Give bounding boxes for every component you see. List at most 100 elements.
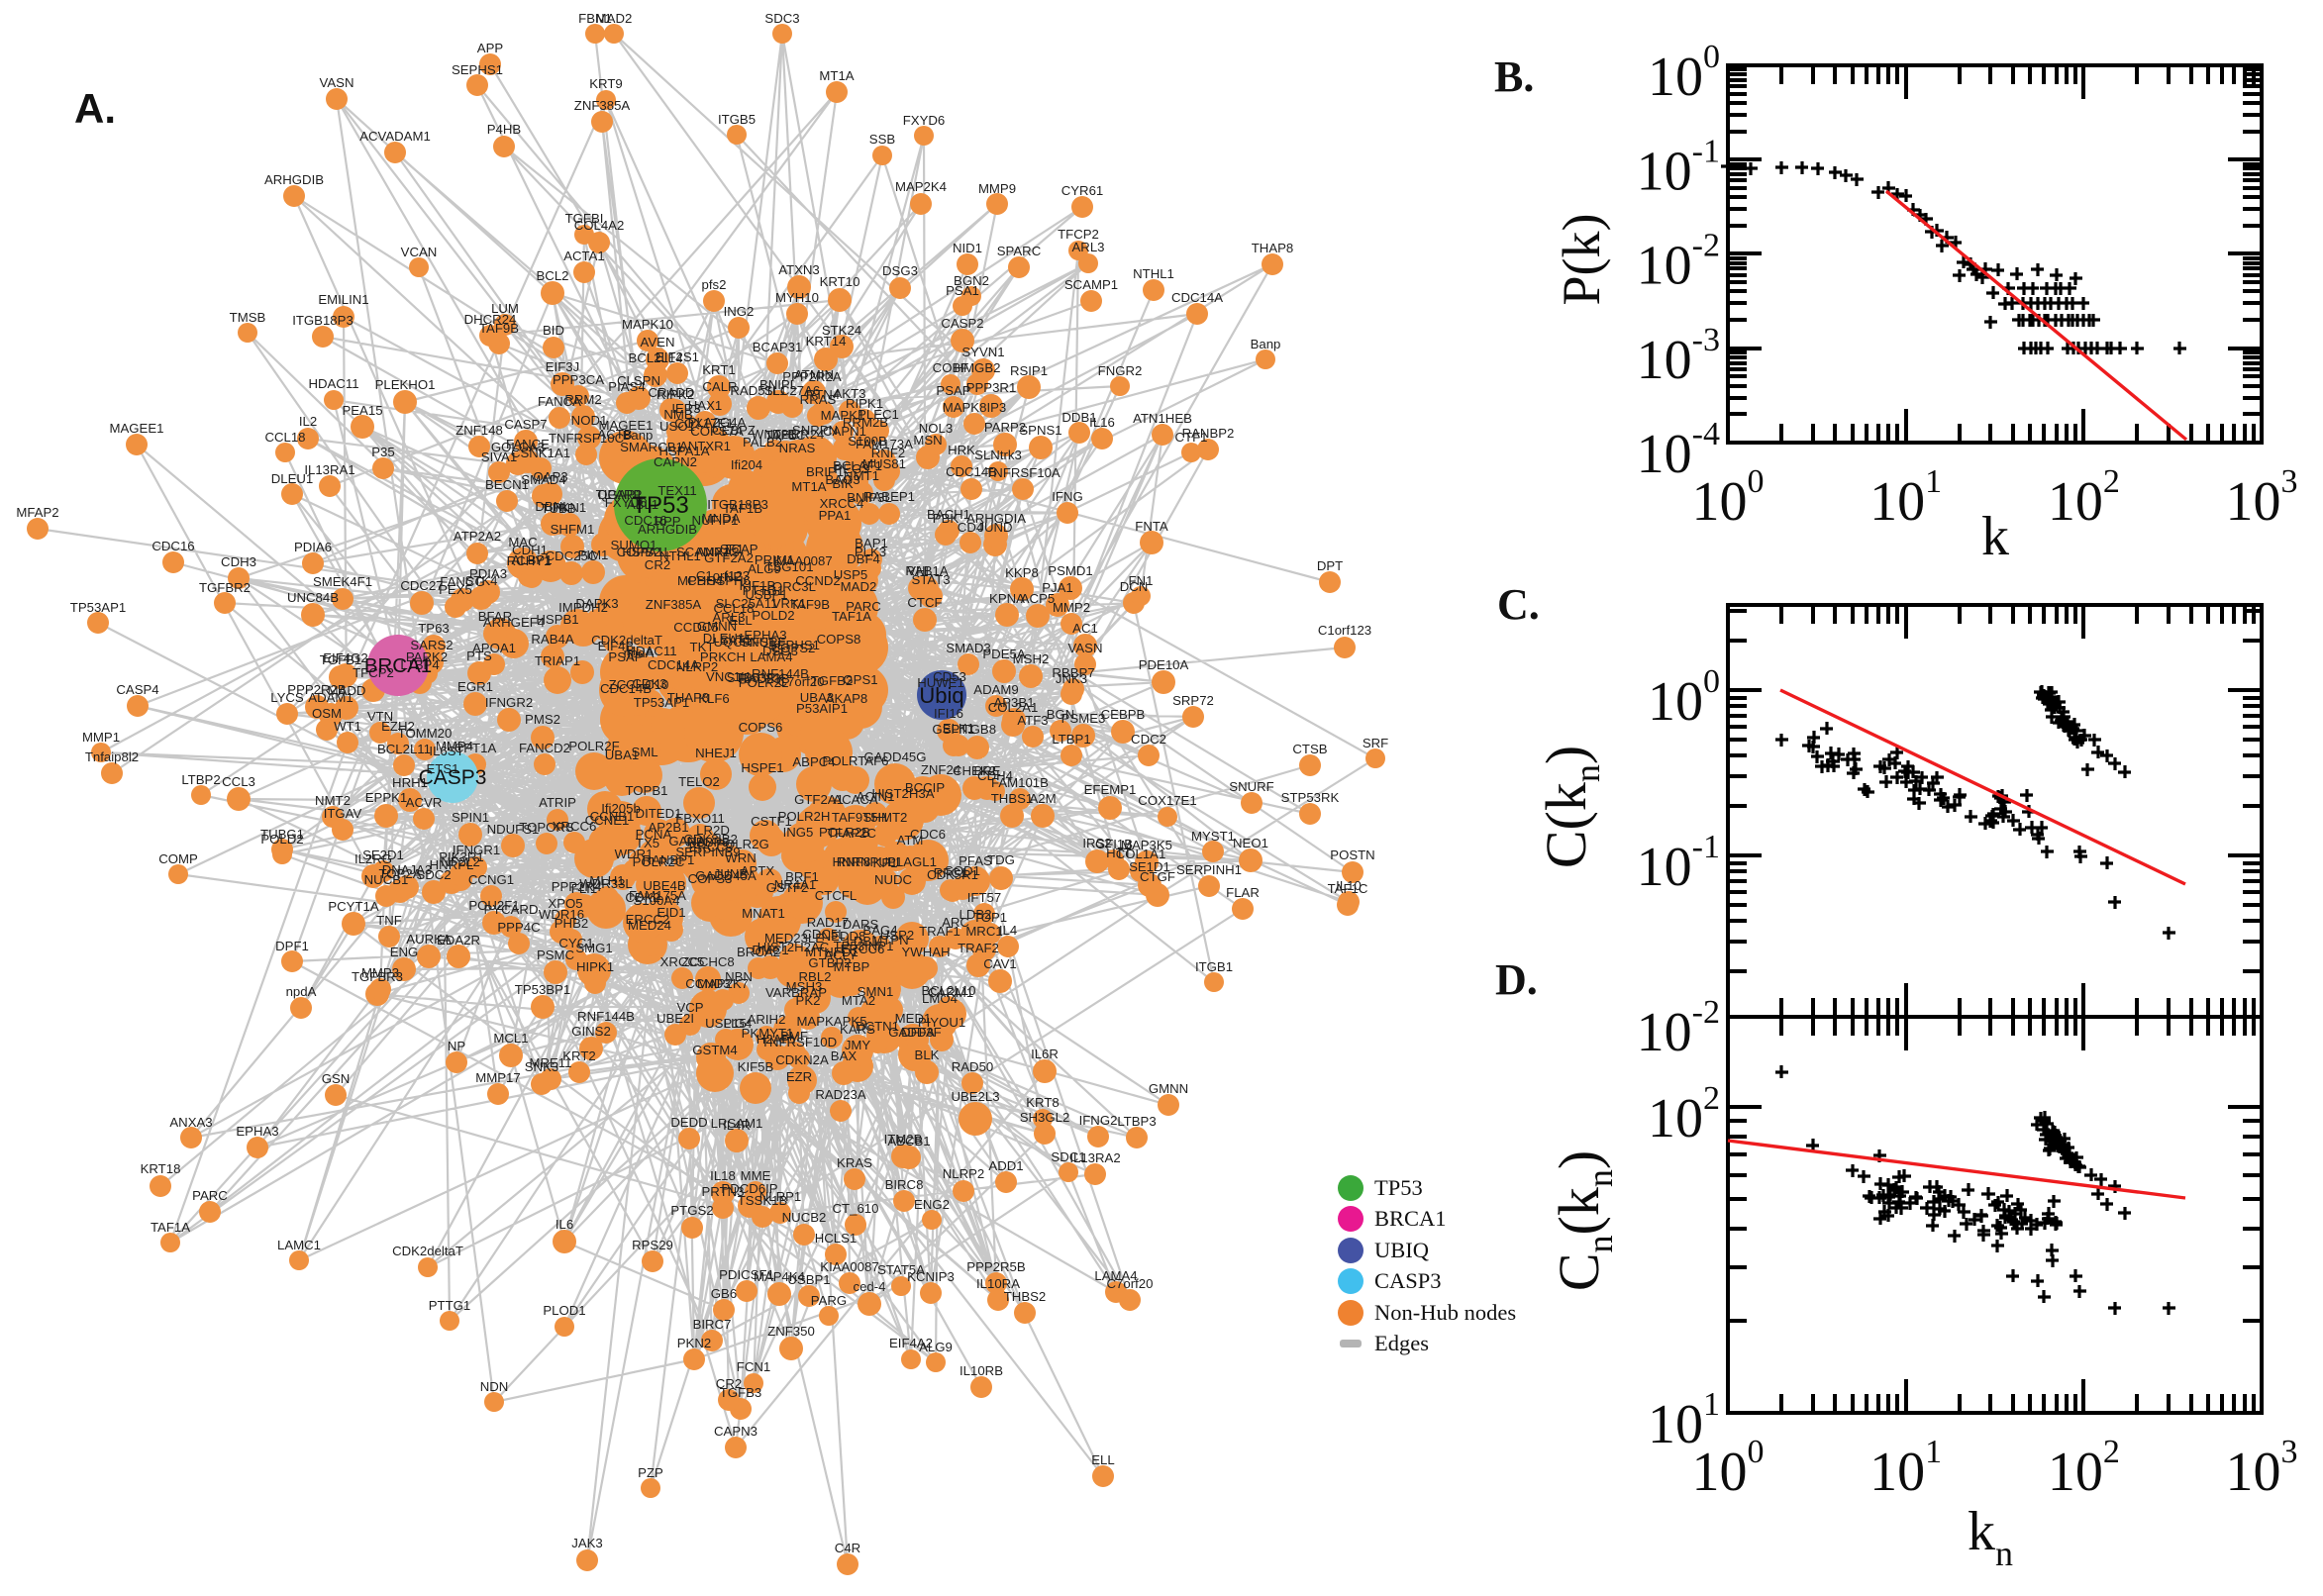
svg-text:PDCD6IP: PDCD6IP — [721, 1181, 777, 1196]
svg-text:SSB: SSB — [869, 132, 896, 147]
svg-text:NMT2: NMT2 — [315, 793, 351, 808]
svg-text:PTS: PTS — [466, 648, 492, 663]
svg-text:KKP8: KKP8 — [1005, 565, 1039, 580]
svg-text:UNC84B: UNC84B — [287, 590, 339, 605]
svg-text:TAF1C: TAF1C — [1328, 881, 1368, 896]
svg-text:PCNA: PCNA — [636, 827, 672, 842]
svg-text:UBA3: UBA3 — [800, 690, 834, 705]
svg-text:SMG1: SMG1 — [575, 941, 612, 955]
svg-text:ACVR: ACVR — [406, 795, 443, 810]
svg-text:RIPK2: RIPK2 — [656, 387, 694, 402]
svg-text:DPT: DPT — [1317, 558, 1343, 573]
svg-text:MNDA: MNDA — [702, 511, 741, 526]
svg-text:JAK3: JAK3 — [571, 1536, 603, 1550]
svg-text:FAM101B: FAM101B — [991, 775, 1049, 790]
svg-text:RIPK1: RIPK1 — [846, 396, 883, 411]
svg-text:EZR: EZR — [786, 1069, 812, 1084]
svg-text:ACLY: ACLY — [824, 948, 858, 962]
svg-text:COPS7A: COPS7A — [690, 424, 744, 439]
svg-text:LIG4: LIG4 — [724, 1016, 753, 1031]
svg-text:TGFBR3: TGFBR3 — [352, 969, 403, 984]
svg-text:SNURF: SNURF — [741, 635, 785, 649]
svg-text:CAPN3: CAPN3 — [714, 1424, 758, 1439]
svg-text:RANBP2: RANBP2 — [1182, 426, 1235, 441]
svg-text:RFC1: RFC1 — [934, 865, 967, 880]
svg-text:PYCARD: PYCARD — [484, 902, 539, 917]
svg-text:CCNE1: CCNE1 — [585, 813, 630, 828]
svg-text:FNGR2: FNGR2 — [1098, 363, 1143, 378]
svg-text:NUFIP1: NUFIP1 — [692, 513, 739, 528]
svg-text:CAPN2: CAPN2 — [654, 454, 697, 469]
svg-text:LRSAM1: LRSAM1 — [711, 1116, 763, 1131]
svg-text:RANBP1: RANBP1 — [643, 852, 695, 867]
svg-text:C1orf123: C1orf123 — [1318, 623, 1371, 638]
svg-text:SERPINB9: SERPINB9 — [675, 845, 740, 859]
svg-text:EID1: EID1 — [656, 905, 685, 920]
svg-text:TAF1C: TAF1C — [765, 428, 806, 443]
svg-text:CD4: CD4 — [958, 520, 983, 535]
svg-text:POLR2G: POLR2G — [716, 837, 769, 851]
svg-text:CDC14B: CDC14B — [600, 681, 652, 696]
svg-text:SAT1: SAT1 — [720, 633, 752, 648]
svg-text:PSMD1: PSMD1 — [1048, 563, 1092, 578]
svg-text:POLRTAF6: POLRTAF6 — [823, 753, 889, 768]
svg-text:ANTXR1: ANTXR1 — [679, 439, 731, 453]
svg-text:10-2: 10-2 — [1637, 994, 1720, 1063]
svg-text:NEO1: NEO1 — [1233, 836, 1268, 850]
svg-text:PFAS: PFAS — [959, 853, 992, 868]
svg-text:MSH3: MSH3 — [786, 979, 823, 994]
svg-text:SLC27A6: SLC27A6 — [764, 383, 820, 398]
svg-text:SDC2: SDC2 — [416, 867, 451, 882]
svg-text:SEPHS1: SEPHS1 — [768, 638, 820, 652]
svg-text:TOPB1: TOPB1 — [625, 783, 667, 798]
svg-text:VCAN: VCAN — [401, 245, 438, 259]
svg-text:CASP4: CASP4 — [116, 682, 158, 697]
svg-text:BRCA1: BRCA1 — [1374, 1206, 1447, 1231]
svg-text:SCAMP1: SCAMP1 — [676, 545, 730, 559]
svg-text:PARC: PARC — [846, 599, 881, 614]
svg-text:ZCCHC10: ZCCHC10 — [609, 677, 669, 692]
svg-text:MMP2: MMP2 — [1053, 600, 1090, 615]
svg-text:CAPN1: CAPN1 — [823, 424, 866, 439]
svg-text:ZNF385A: ZNF385A — [574, 98, 631, 113]
svg-text:DARS: DARS — [843, 917, 879, 932]
svg-text:AKT3: AKT3 — [834, 386, 866, 401]
svg-text:RCHY1: RCHY1 — [507, 553, 552, 568]
svg-text:PARK2: PARK2 — [406, 649, 448, 664]
svg-text:BID: BID — [543, 323, 564, 338]
svg-text:TP53: TP53 — [1374, 1175, 1423, 1200]
svg-text:MAGEE1: MAGEE1 — [110, 421, 164, 436]
svg-text:TDG: TDG — [987, 852, 1015, 867]
svg-text:ITGB8: ITGB8 — [959, 722, 996, 737]
svg-text:HSPA1A: HSPA1A — [658, 444, 709, 458]
svg-text:TP53BP1: TP53BP1 — [515, 982, 570, 997]
svg-text:SMAD4: SMAD4 — [521, 472, 565, 487]
svg-text:ETS1: ETS1 — [427, 761, 459, 776]
svg-text:PDICSF1: PDICSF1 — [719, 1267, 774, 1282]
svg-text:EGR1: EGR1 — [457, 679, 493, 694]
svg-text:P4HB: P4HB — [487, 122, 522, 137]
svg-text:POU2F1: POU2F1 — [468, 898, 519, 913]
svg-text:TGFB1: TGFB1 — [320, 652, 362, 667]
svg-text:QGAP1: QGAP1 — [597, 487, 642, 502]
svg-text:COPB2: COPB2 — [617, 545, 661, 559]
svg-text:HDAC11: HDAC11 — [308, 376, 358, 391]
svg-text:TCAP: TCAP — [723, 542, 758, 556]
svg-text:MMP17: MMP17 — [475, 1070, 520, 1085]
svg-text:CDK3: CDK3 — [632, 676, 666, 691]
svg-text:IFNG: IFNG — [1052, 489, 1083, 504]
svg-text:JUND: JUND — [977, 520, 1012, 535]
svg-text:IL18: IL18 — [710, 1168, 736, 1183]
svg-text:VASN: VASN — [320, 75, 354, 90]
svg-text:HCLS1: HCLS1 — [815, 1231, 858, 1246]
svg-text:S100B: S100B — [848, 434, 887, 449]
svg-text:TNFRSF10C: TNFRSF10C — [549, 431, 625, 446]
svg-text:ITGAV: ITGAV — [324, 806, 362, 821]
svg-text:LR2D: LR2D — [696, 823, 730, 838]
svg-text:NOL3: NOL3 — [919, 421, 953, 436]
svg-text:IL6ST: IL6ST — [429, 744, 463, 758]
svg-text:BGN2: BGN2 — [954, 273, 989, 288]
svg-text:CSNK1A1: CSNK1A1 — [511, 446, 570, 460]
svg-text:MMP1: MMP1 — [82, 730, 120, 745]
svg-text:ITGB18P3: ITGB18P3 — [707, 497, 768, 512]
